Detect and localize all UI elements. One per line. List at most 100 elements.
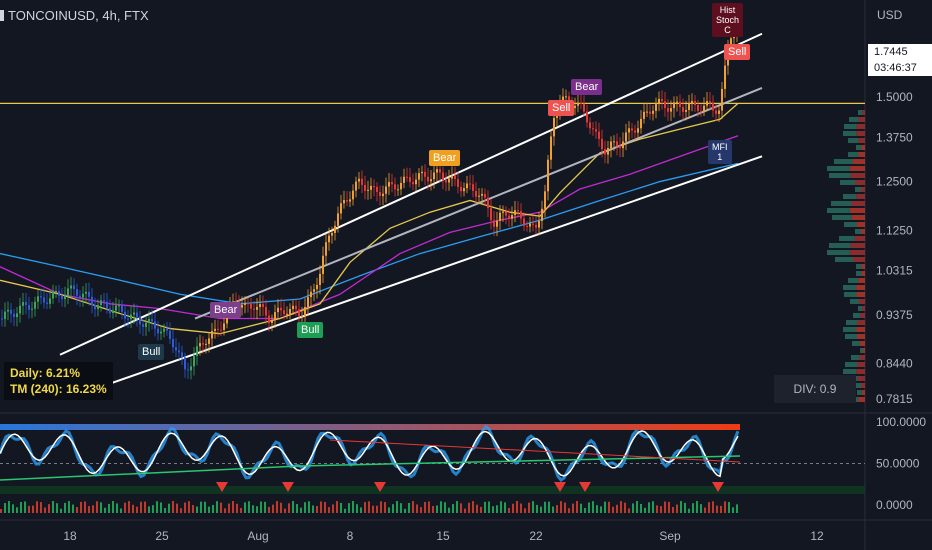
candle-body [595, 129, 597, 132]
osc-histogram-bar [456, 501, 458, 513]
heat-strip-cell [460, 424, 464, 430]
candle-body [514, 210, 516, 216]
candle-body [184, 357, 186, 370]
volume-profile-bar [852, 341, 860, 346]
volume-profile-bar [834, 159, 853, 164]
osc-histogram-bar [552, 506, 554, 513]
sell-triangle-icon [554, 482, 566, 492]
heat-strip-cell [624, 424, 628, 430]
heat-strip-cell [368, 424, 372, 430]
osc-histogram-bar [572, 503, 574, 513]
osc-histogram-bar [644, 507, 646, 513]
heat-strip-cell [488, 424, 492, 430]
osc-histogram-bar [264, 501, 266, 513]
heat-strip-cell [700, 424, 704, 430]
osc-histogram-bar [496, 505, 498, 513]
heat-strip-cell [344, 424, 348, 430]
osc-histogram-bar [472, 501, 474, 513]
volume-profile-bar [856, 194, 865, 199]
volume-profile-bar [857, 320, 865, 325]
volume-profile-bar [860, 313, 865, 318]
osc-histogram-bar [316, 505, 318, 513]
heat-strip-cell [140, 424, 144, 430]
osc-histogram-bar [376, 505, 378, 513]
heat-strip-cell [468, 424, 472, 430]
price-tick-label: 1.3750 [876, 130, 913, 144]
candle-body [637, 128, 639, 133]
heat-strip-cell [440, 424, 444, 430]
volume-profile-bar [843, 327, 857, 332]
candle-body [64, 295, 66, 300]
candle-body [466, 183, 468, 189]
candle-body [703, 105, 705, 112]
osc-histogram-bar [720, 505, 722, 513]
osc-histogram-bar [256, 506, 258, 513]
heat-strip-cell [576, 424, 580, 430]
candle-body [259, 304, 261, 307]
volume-profile-bar [857, 362, 865, 367]
heat-strip-cell [252, 424, 256, 430]
heat-strip-cell [500, 424, 504, 430]
heat-strip-cell [168, 424, 172, 430]
osc-histogram-bar [208, 506, 210, 513]
osc-histogram-bar [196, 506, 198, 513]
heat-strip-cell [728, 424, 732, 430]
candle-body [367, 189, 369, 191]
osc-histogram-bar [560, 501, 562, 513]
osc-histogram-bar [20, 502, 22, 513]
heat-strip-cell [268, 424, 272, 430]
candle-body [634, 130, 636, 133]
volume-profile-bar [848, 278, 859, 283]
osc-histogram-bar [564, 502, 566, 513]
osc-histogram-bar [24, 501, 26, 513]
heat-strip-cell [340, 424, 344, 430]
heat-strip-cell [348, 424, 352, 430]
symbol-title[interactable]: TONCOINUSD, 4h, FTX [8, 8, 149, 23]
heat-strip-cell [496, 424, 500, 430]
osc-histogram-bar [164, 508, 166, 513]
osc-histogram-bar [688, 508, 690, 513]
volume-profile-bar [856, 292, 865, 297]
candle-body [340, 203, 342, 214]
heat-strip-cell [392, 424, 396, 430]
heat-strip-cell [216, 424, 220, 430]
sell-triangle-icon [374, 482, 386, 492]
sell-triangle-icon [579, 482, 591, 492]
candle-body [658, 98, 660, 104]
heat-strip-cell [72, 424, 76, 430]
heat-strip-cell [672, 424, 676, 430]
osc-histogram-bar [508, 507, 510, 513]
time-tick-label: 25 [155, 529, 169, 543]
candle-body [295, 305, 297, 310]
heat-strip-cell [716, 424, 720, 430]
candle-body [355, 181, 357, 191]
candle-body [502, 211, 504, 213]
candle-body [424, 171, 426, 177]
osc-histogram-bar [700, 504, 702, 513]
heat-strip-cell [12, 424, 16, 430]
volume-profile-bar [856, 264, 862, 269]
osc-histogram-bar [724, 501, 726, 513]
osc-histogram-bar [216, 501, 218, 513]
volume-profile-bar [829, 173, 851, 178]
candle-body [58, 291, 60, 296]
osc-histogram-bar [716, 505, 718, 513]
osc-histogram-bar [292, 501, 294, 513]
time-tick-label: 22 [529, 529, 543, 543]
osc-histogram-bar [452, 504, 454, 513]
osc-histogram-bar [464, 508, 466, 513]
osc-histogram-bar [136, 506, 138, 513]
osc-histogram-bar [624, 502, 626, 513]
heat-strip-cell [612, 424, 616, 430]
osc-histogram-bar [608, 501, 610, 513]
candle-body [352, 190, 354, 200]
heat-strip-cell [284, 424, 288, 430]
candle-body [511, 215, 513, 219]
osc-histogram-bar [392, 504, 394, 513]
osc-histogram-bar [336, 501, 338, 513]
candle-body [94, 305, 96, 310]
candle-body [166, 328, 168, 331]
candle-body [592, 128, 594, 130]
osc-histogram-bar [272, 504, 274, 513]
